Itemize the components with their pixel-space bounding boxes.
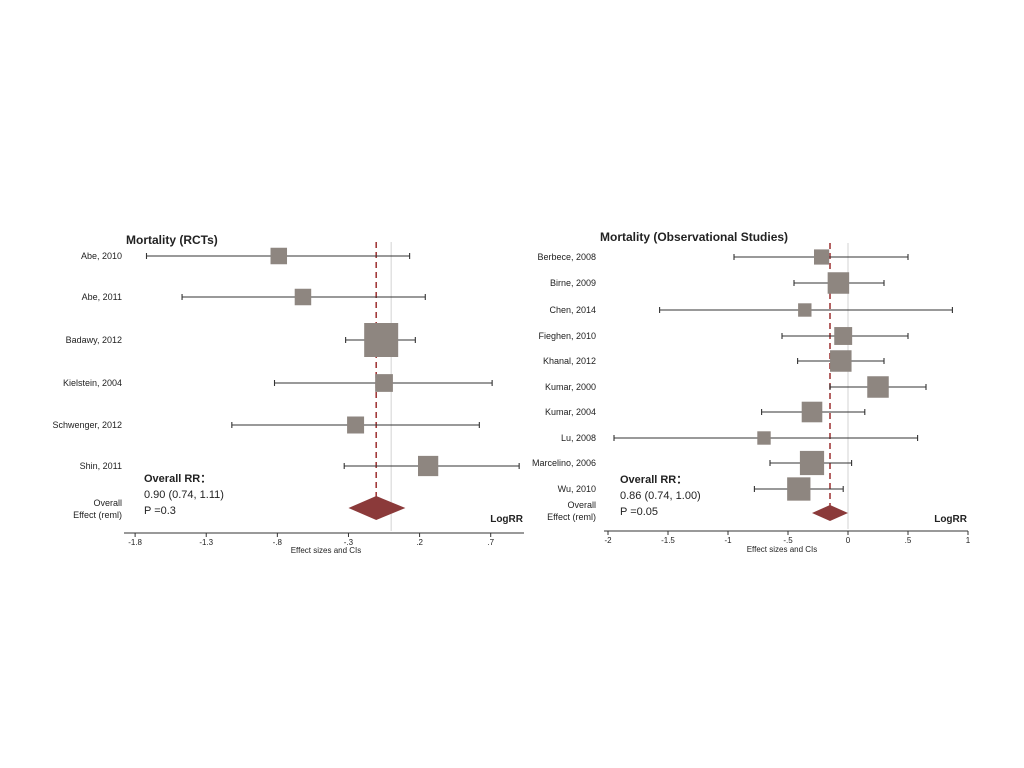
x-tick-label: -.5 — [783, 536, 793, 545]
x-tick-label: -1.5 — [661, 536, 675, 545]
study-label: Chen, 2014 — [549, 305, 596, 315]
panel-title: Mortality (RCTs) — [126, 233, 218, 247]
overall-effect-diamond — [348, 496, 406, 520]
x-tick-label: -1.8 — [128, 538, 142, 547]
study-weight-box — [799, 450, 825, 476]
study-label: Wu, 2010 — [558, 484, 596, 494]
study-weight-box — [757, 431, 771, 445]
study-label: Berbece, 2008 — [537, 252, 596, 262]
x-tick-label: .5 — [905, 536, 912, 545]
study-label: Abe, 2010 — [81, 251, 122, 261]
study-label: Schwenger, 2012 — [52, 420, 122, 430]
study-label: Kumar, 2004 — [545, 407, 596, 417]
study-label: Badawy, 2012 — [66, 335, 122, 345]
overall-rr-label: Overall RR： — [144, 473, 211, 485]
study-weight-box — [364, 323, 399, 357]
overall-effect-diamond — [812, 505, 848, 521]
overall-p-value: P =0.3 — [144, 505, 176, 517]
study-label: Lu, 2008 — [561, 433, 596, 443]
overall-effect-label-line2: Effect (reml) — [73, 510, 122, 520]
study-label: Shin, 2011 — [80, 461, 122, 471]
x-tick-label: -1 — [724, 536, 732, 545]
study-weight-box — [270, 247, 288, 265]
study-weight-box — [417, 455, 439, 477]
study-label: Khanal, 2012 — [543, 356, 596, 366]
overall-effect-label-line1: Overall — [567, 500, 596, 510]
study-weight-box — [830, 350, 852, 372]
x-tick-label: .7 — [487, 538, 494, 547]
axis-tag-logrr: LogRR — [934, 514, 968, 525]
x-tick-label: .2 — [416, 538, 423, 547]
x-axis-label: Effect sizes and CIs — [291, 546, 362, 555]
overall-rr-label: Overall RR： — [620, 474, 687, 486]
study-weight-box — [801, 401, 823, 423]
overall-rr-value: 0.86 (0.74, 1.00) — [620, 490, 701, 502]
study-label: Abe, 2011 — [82, 292, 122, 302]
overall-rr-value: 0.90 (0.74, 1.11) — [144, 489, 224, 501]
x-tick-label: -.3 — [344, 538, 354, 547]
panel-title: Mortality (Observational Studies) — [600, 230, 788, 244]
overall-p-value: P =0.05 — [620, 506, 658, 518]
study-weight-box — [347, 416, 365, 434]
study-weight-box — [814, 249, 830, 265]
x-tick-label: 0 — [846, 536, 851, 545]
forest-panel-rcts: Mortality (RCTs) Abe, 2010 Abe, 2011 Badaw… — [52, 233, 524, 555]
overall-effect-label-line2: Effect (reml) — [547, 512, 596, 522]
study-weight-box — [834, 327, 853, 345]
study-label: Birne, 2009 — [550, 278, 596, 288]
study-weight-box — [867, 376, 889, 398]
study-label: Kumar, 2000 — [545, 382, 596, 392]
x-tick-label: -1.3 — [199, 538, 213, 547]
study-label: Kielstein, 2004 — [63, 378, 122, 388]
axis-tag-logrr: LogRR — [490, 514, 524, 525]
x-tick-label: 1 — [966, 536, 971, 545]
study-weight-box — [294, 288, 312, 306]
x-axis-label: Effect sizes and CIs — [747, 545, 818, 554]
overall-effect-label-line1: Overall — [93, 498, 122, 508]
study-label: Marcelino, 2006 — [532, 458, 596, 468]
study-weight-box — [798, 303, 812, 317]
study-weight-box — [375, 374, 393, 392]
x-tick-label: -.8 — [273, 538, 283, 547]
forest-panel-observational: Mortality (Observational Studies) Berbec… — [532, 230, 971, 554]
study-weight-box — [827, 272, 850, 294]
study-label: Fieghen, 2010 — [538, 331, 596, 341]
x-tick-label: -2 — [604, 536, 612, 545]
study-weight-box — [787, 477, 811, 501]
